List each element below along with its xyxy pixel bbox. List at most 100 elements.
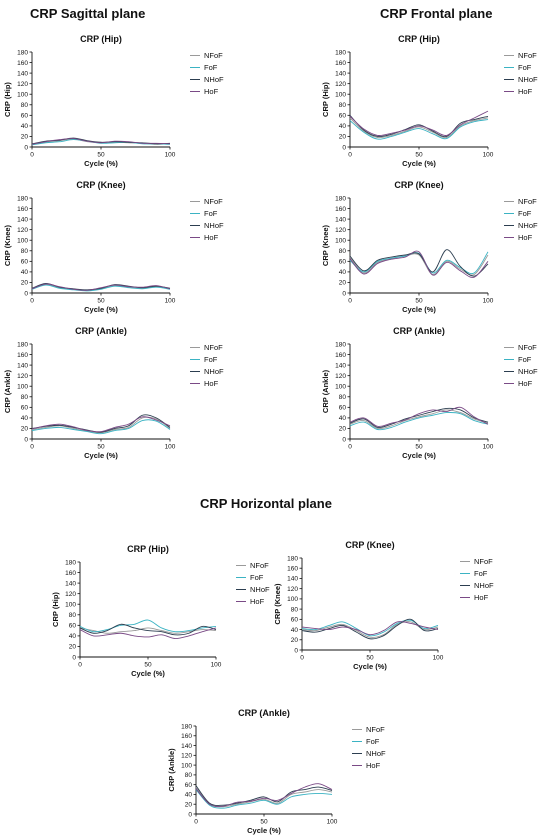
chart-sag-ankle-ytick-0: 0	[24, 436, 28, 443]
chart-sag-knee-legend-fof: FoF	[204, 209, 218, 218]
chart-hor-ankle-series-fof	[195, 789, 333, 809]
chart-hor-hip-xtick-100: 100	[211, 662, 222, 669]
chart-sag-ankle-title: CRP (Ankle)	[75, 326, 127, 336]
chart-fro-knee-xtick-0: 0	[348, 298, 352, 305]
chart-fro-hip-legend-nhof: NHoF	[518, 75, 538, 84]
chart-fro-hip-ytick-60: 60	[339, 113, 347, 120]
chart-hor-ankle-ytick-120: 120	[181, 753, 192, 760]
chart-hor-knee-ytick-80: 80	[291, 606, 299, 613]
chart-sag-knee-xlabel: Cycle (%)	[84, 305, 118, 314]
chart-hor-hip-legend-fof: FoF	[250, 573, 264, 582]
chart-hor-knee-ytick-120: 120	[287, 586, 298, 593]
chart-sag-knee-ytick-100: 100	[17, 238, 28, 245]
chart-sag-hip-ytick-40: 40	[21, 123, 29, 130]
chart-hor-ankle-xtick-0: 0	[194, 819, 198, 826]
chart-sag-hip-legend-fof: FoF	[204, 63, 218, 72]
chart-hor-hip-legend-hof: HoF	[250, 597, 265, 606]
chart-sag-knee-legend-nhof: NHoF	[204, 221, 224, 230]
chart-sag-ankle-series-nhof	[31, 414, 171, 433]
chart-sag-hip-ytick-20: 20	[21, 134, 29, 141]
chart-fro-hip-legend-nfof: NFoF	[518, 51, 537, 60]
chart-hor-ankle-ytick-100: 100	[181, 762, 192, 769]
chart-sag-knee-ylabel: CRP (Knee)	[3, 224, 12, 266]
chart-hor-ankle-ytick-20: 20	[185, 802, 193, 809]
chart-fro-hip-xlabel: Cycle (%)	[402, 159, 436, 168]
chart-hor-hip: CRP (Hip) 0 20 40 60 80 100 120 140 160 180 0 50 100 C…	[51, 544, 270, 678]
section-title-frontal: CRP Frontal plane	[380, 6, 493, 21]
chart-fro-hip-ytick-80: 80	[339, 102, 347, 109]
chart-hor-hip-ytick-140: 140	[65, 580, 76, 587]
chart-fro-knee-ytick-120: 120	[335, 227, 346, 234]
chart-fro-hip-legend-hof: HoF	[518, 87, 533, 96]
chart-hor-knee-ylabel: CRP (Knee)	[273, 583, 282, 625]
chart-fro-hip-ytick-20: 20	[339, 134, 347, 141]
chart-fro-ankle-ytick-100: 100	[335, 384, 346, 391]
chart-fro-hip-ytick-100: 100	[335, 92, 346, 99]
chart-hor-knee-xlabel: Cycle (%)	[353, 662, 387, 671]
chart-sag-knee: CRP (Knee) 0 20 40 60 80 100 120 140 160 180 0 50 100…	[3, 180, 224, 314]
chart-fro-ankle-title: CRP (Ankle)	[393, 326, 445, 336]
chart-sag-knee-ytick-180: 180	[17, 195, 28, 202]
chart-sag-hip: CRP (Hip) 0 20 40 60 80 100 120 140 160 180 0 50 100 C…	[3, 34, 224, 168]
chart-fro-ankle-ytick-20: 20	[339, 426, 347, 433]
chart-hor-knee-ytick-20: 20	[291, 637, 299, 644]
chart-fro-knee-ytick-100: 100	[335, 238, 346, 245]
chart-fro-knee-title: CRP (Knee)	[394, 180, 443, 190]
chart-fro-ankle-legend-nhof: NHoF	[518, 367, 538, 376]
chart-fro-knee-ytick-40: 40	[339, 269, 347, 276]
chart-sag-ankle-series-fof	[31, 419, 171, 435]
chart-fro-ankle-ytick-120: 120	[335, 373, 346, 380]
chart-hor-knee-title: CRP (Knee)	[345, 540, 394, 550]
chart-sag-hip-ytick-120: 120	[17, 81, 28, 88]
chart-fro-ankle-ytick-160: 160	[335, 352, 346, 359]
chart-sag-ankle-legend-nhof: NHoF	[204, 367, 224, 376]
chart-fro-knee-legend-nhof: NHoF	[518, 221, 538, 230]
chart-fro-hip-ytick-120: 120	[335, 81, 346, 88]
chart-sag-knee-ytick-120: 120	[17, 227, 28, 234]
chart-fro-knee-legend-hof: HoF	[518, 233, 533, 242]
chart-hor-ankle-legend-hof: HoF	[366, 761, 381, 770]
chart-fro-knee-xlabel: Cycle (%)	[402, 305, 436, 314]
chart-fro-knee: CRP (Knee) 0 20 40 60 80 100 120 140 160 180 0 50 100…	[321, 180, 538, 314]
chart-sag-hip-ytick-80: 80	[21, 102, 29, 109]
chart-hor-hip-title: CRP (Hip)	[127, 544, 169, 554]
chart-fro-hip-series-fof	[349, 119, 489, 140]
chart-hor-hip-series-nhof	[79, 623, 217, 636]
chart-fro-ankle-series-fof	[349, 412, 489, 431]
chart-fro-knee-series-hof	[349, 250, 489, 278]
chart-hor-knee-xtick-50: 50	[366, 655, 374, 662]
chart-sag-ankle: CRP (Ankle) 0 20 40 60 80 100 120 140 160 180 0 50 10…	[3, 326, 224, 460]
chart-sag-knee-xtick-0: 0	[30, 298, 34, 305]
chart-fro-ankle-series-nhof	[349, 407, 489, 429]
chart-fro-hip-ytick-40: 40	[339, 123, 347, 130]
chart-hor-hip-ytick-120: 120	[65, 591, 76, 598]
chart-hor-hip-ytick-0: 0	[72, 654, 76, 661]
chart-hor-knee-legend-fof: FoF	[474, 569, 488, 578]
chart-fro-hip-xtick-100: 100	[483, 152, 494, 159]
chart-hor-hip-ytick-160: 160	[65, 570, 76, 577]
chart-sag-hip-title: CRP (Hip)	[80, 34, 122, 44]
chart-fro-ankle-series-nfof	[349, 409, 489, 430]
chart-fro-knee-ytick-140: 140	[335, 216, 346, 223]
chart-sag-hip-ytick-140: 140	[17, 70, 28, 77]
chart-sag-knee-xtick-100: 100	[165, 298, 176, 305]
chart-hor-knee-xtick-100: 100	[433, 655, 444, 662]
chart-sag-ankle-xtick-100: 100	[165, 444, 176, 451]
chart-sag-ankle-ytick-140: 140	[17, 362, 28, 369]
chart-fro-ankle-xtick-100: 100	[483, 444, 494, 451]
chart-sag-hip-legend-hof: HoF	[204, 87, 219, 96]
chart-fro-ankle-ytick-180: 180	[335, 341, 346, 348]
chart-sag-knee-ytick-80: 80	[21, 248, 29, 255]
chart-sag-ankle-ytick-60: 60	[21, 405, 29, 412]
chart-fro-ankle-legend-nfof: NFoF	[518, 343, 537, 352]
chart-fro-hip-ytick-160: 160	[335, 60, 346, 67]
chart-hor-knee-ytick-160: 160	[287, 566, 298, 573]
chart-sag-hip-legend-nfof: NFoF	[204, 51, 223, 60]
chart-sag-ankle-ytick-100: 100	[17, 384, 28, 391]
chart-sag-ankle-xtick-50: 50	[97, 444, 105, 451]
chart-sag-ankle-ytick-160: 160	[17, 352, 28, 359]
chart-fro-knee-legend-nfof: NFoF	[518, 197, 537, 206]
chart-sag-ankle-ylabel: CRP (Ankle)	[3, 369, 12, 413]
chart-hor-hip-ytick-20: 20	[69, 644, 77, 651]
chart-hor-ankle-legend-nhof: NHoF	[366, 749, 386, 758]
